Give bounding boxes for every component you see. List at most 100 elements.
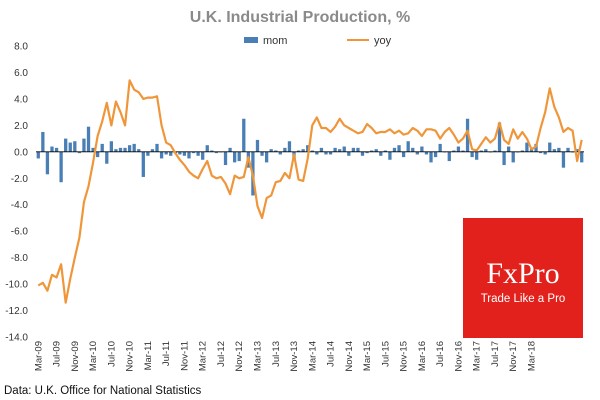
x-tick-label: Nov-09 (70, 341, 81, 372)
mom-bar (342, 146, 346, 152)
mom-bar (64, 138, 68, 152)
mom-bar (178, 151, 182, 155)
mom-bar (411, 147, 415, 152)
mom-bar (274, 150, 278, 152)
mom-bar (73, 141, 77, 152)
legend: mom yoy (244, 35, 392, 47)
x-tick-label: Jul-09 (52, 341, 63, 367)
mom-bar (41, 131, 45, 152)
mom-bar (228, 147, 232, 152)
mom-bar (182, 151, 187, 156)
mom-bar (561, 151, 566, 168)
mom-bar (169, 151, 173, 156)
mom-bar (137, 149, 141, 152)
mom-bar (507, 146, 511, 152)
mom-bar (50, 146, 54, 152)
mom-bar (520, 150, 524, 152)
y-tick-label: -12.0 (5, 306, 28, 317)
mom-bar (525, 142, 529, 152)
mom-bar (287, 141, 292, 152)
mom-bar (319, 147, 324, 152)
mom-bar (118, 147, 123, 152)
mom-bar (260, 151, 264, 156)
mom-bar (310, 150, 314, 152)
mom-bar (429, 151, 433, 163)
y-tick-label: 6.0 (14, 68, 28, 79)
mom-bar (479, 150, 483, 152)
mom-bar (187, 151, 191, 159)
mom-bar (123, 147, 127, 152)
mom-bar (538, 151, 543, 154)
y-tick-label: -10.0 (5, 280, 28, 291)
x-tick-label: Nov-10 (125, 341, 136, 372)
mom-bar (77, 151, 82, 154)
mom-bar (379, 151, 383, 156)
x-tick-label: Nov-13 (289, 341, 300, 372)
mom-bar (338, 149, 342, 152)
x-tick-label: Jul-11 (161, 341, 172, 366)
mom-bar (548, 142, 552, 152)
mom-bar (475, 151, 479, 160)
mom-bar (315, 151, 319, 155)
mom-bar (164, 151, 168, 155)
mom-bar (296, 150, 301, 152)
mom-bar (205, 145, 209, 152)
mom-bar (424, 151, 429, 155)
mom-bar (415, 151, 419, 155)
mom-bar (438, 143, 442, 152)
mom-bar (96, 151, 100, 158)
mom-bar (210, 150, 214, 152)
mom-bar (109, 141, 113, 152)
mom-bar (397, 145, 401, 152)
y-tick-label: -14.0 (5, 333, 28, 344)
mom-bar (68, 142, 72, 152)
legend-label-yoy: yoy (374, 35, 392, 47)
mom-bar (242, 118, 246, 152)
mom-bar (356, 147, 360, 152)
mom-bar (401, 151, 406, 158)
mom-bar (470, 151, 474, 158)
chart-title: U.K. Industrial Production, % (190, 9, 410, 26)
mom-bar (223, 151, 228, 166)
mom-bar (54, 147, 59, 152)
mom-bar (255, 139, 260, 152)
mom-bar (360, 151, 365, 156)
x-tick-label: Jul-15 (380, 341, 391, 367)
mom-bar (196, 151, 200, 156)
yoy-line (37, 79, 583, 304)
mom-bar (201, 151, 205, 160)
mom-bar (141, 151, 145, 177)
legend-label-mom: mom (263, 35, 287, 47)
mom-bar (233, 151, 237, 163)
x-tick-label: Nov-12 (234, 341, 245, 372)
y-axis: 8.0 6.0 4.0 2.0 0.0 -2.0 -4.0 -6.0 -8.0 -10.0 -12.… (5, 42, 28, 344)
yoy-line-group (37, 79, 583, 304)
mom-bar (132, 143, 136, 152)
mom-bar (580, 151, 584, 163)
mom-bar (388, 151, 392, 160)
mom-bar (484, 149, 488, 152)
mom-bar (91, 147, 95, 152)
x-tick-label: Mar-11 (143, 341, 154, 370)
mom-bar (301, 149, 305, 152)
logo-text: FxPro (486, 257, 559, 290)
mom-bar (552, 149, 556, 152)
mom-bar (452, 150, 456, 152)
mom-bar (420, 146, 424, 152)
x-tick-label: Jul-16 (435, 341, 446, 367)
x-tick-label: Mar-16 (417, 341, 428, 371)
mom-bar (534, 143, 538, 152)
mom-bar (406, 141, 410, 152)
x-tick-label: Mar-17 (472, 341, 483, 371)
mom-bar (370, 150, 374, 152)
mom-bar (127, 145, 132, 152)
mom-bar (575, 149, 579, 152)
y-tick-label: -4.0 (11, 200, 29, 211)
y-tick-label: 4.0 (14, 94, 28, 105)
logo-background (463, 218, 583, 338)
source-note: Data: U.K. Office for National Statistic… (4, 385, 202, 397)
fxpro-logo: FxPro Trade Like a Pro (463, 218, 583, 338)
mom-bar (191, 151, 196, 154)
